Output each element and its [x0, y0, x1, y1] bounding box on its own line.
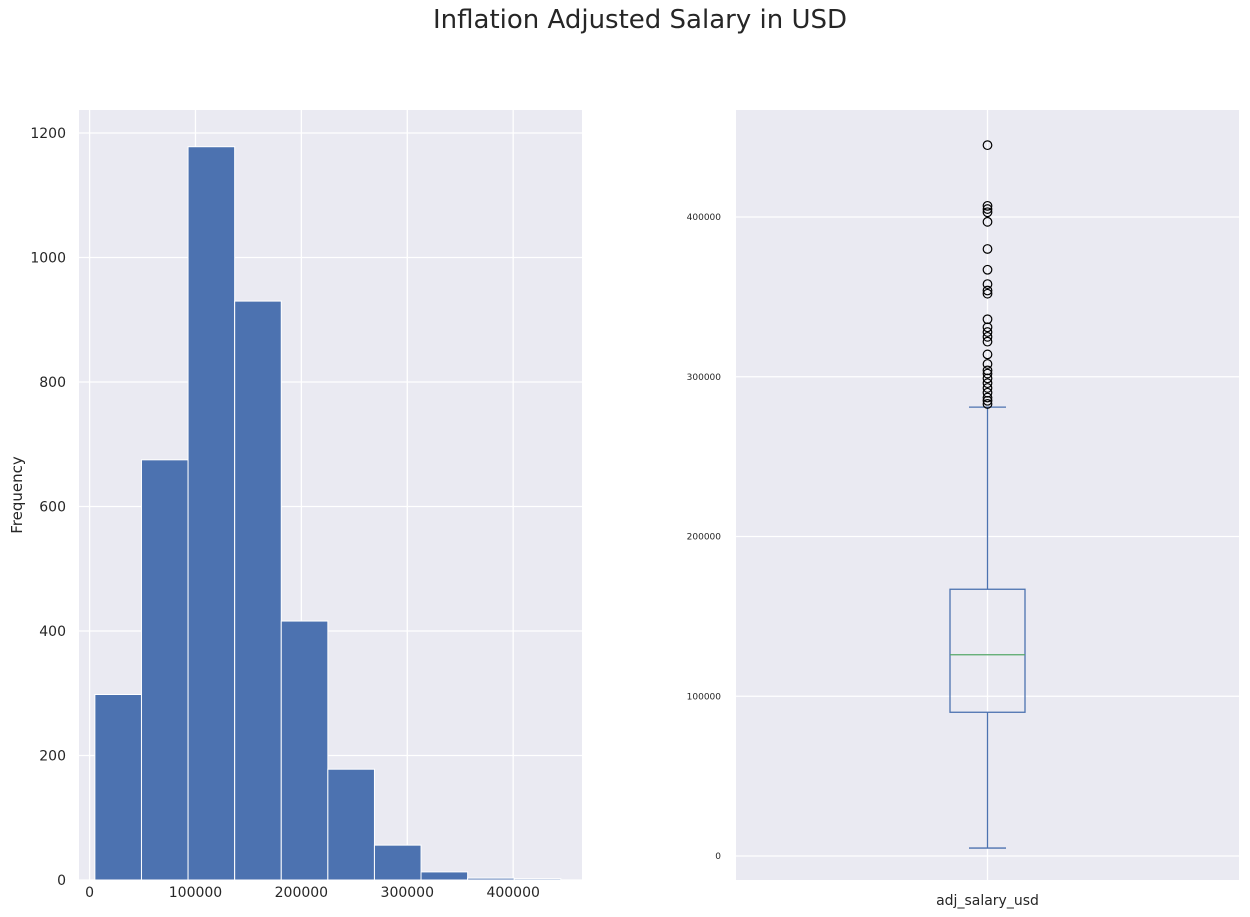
boxplot-outlier-point	[982, 327, 993, 337]
histogram-y-tick-label: 600	[39, 500, 66, 516]
histogram-bar	[420, 871, 469, 881]
boxplot-outlier-point	[982, 279, 993, 290]
boxplot-outlier-point	[982, 395, 993, 406]
boxplot-outlier-point	[982, 373, 993, 384]
boxplot-outlier-point	[982, 200, 993, 211]
boxplot-outlier-point	[982, 359, 993, 369]
histogram-axes: 0 100000 200000 300000 400000 0 200 400 600 800 10…	[8, 110, 582, 901]
histogram-bar	[373, 844, 422, 881]
boxplot-axes: 0 100000 200000 300000 400000 adj_salary_usd	[687, 110, 1239, 909]
boxplot-y-tick-label: 200000	[687, 533, 722, 543]
histogram-x-tick-label: 0	[85, 885, 94, 901]
histogram-y-tick-label: 400	[39, 624, 66, 640]
boxplot-y-tick-label: 300000	[687, 373, 722, 383]
histogram-y-tick-label: 800	[39, 375, 66, 391]
histogram-x-tick-label: 200000	[275, 885, 328, 901]
boxplot-outlier-point	[982, 264, 993, 275]
boxplot-outlier-point	[982, 349, 993, 360]
histogram-x-tick-label: 100000	[169, 885, 222, 901]
boxplot-outlier-point	[982, 399, 993, 409]
histogram-bar	[187, 146, 236, 881]
histogram-bar	[467, 877, 515, 881]
boxplot-outlier-point	[982, 285, 993, 296]
histogram-bar	[94, 694, 142, 881]
histogram-y-tick-label: 0	[57, 873, 66, 889]
boxplot-outlier-point	[982, 216, 993, 227]
boxplot-y-tick-label: 400000	[687, 213, 722, 223]
histogram-y-tick-label: 1200	[30, 126, 66, 142]
boxplot-outlier-point	[982, 207, 993, 218]
figure-title: Inflation Adjusted Salary in USD	[432, 5, 848, 35]
boxplot-outlier-point	[982, 392, 993, 403]
boxplot-y-tick-label: 100000	[687, 692, 722, 702]
histogram-x-tick-label: 300000	[381, 885, 434, 901]
boxplot-outlier-point	[982, 322, 993, 333]
histogram-y-tick-label: 200	[39, 749, 66, 765]
histogram-y-axis-label: Frequency	[8, 456, 26, 534]
boxplot-outlier-point	[982, 387, 993, 398]
boxplot-outlier-point	[982, 140, 993, 151]
boxplot-outlier-point	[982, 244, 993, 254]
boxplot-outlier-point	[982, 365, 993, 376]
histogram-bar	[280, 620, 329, 881]
boxplot-outlier-point	[982, 336, 993, 347]
boxplot-outlier-point	[982, 383, 993, 393]
histogram-bar	[140, 459, 189, 881]
histogram-bar	[327, 768, 375, 881]
boxplot-category-label: adj_salary_usd	[936, 893, 1039, 909]
boxplot-outlier-point	[982, 204, 993, 214]
boxplot-box	[949, 588, 1026, 713]
boxplot-outlier-point	[982, 368, 993, 379]
histogram-bar	[234, 300, 282, 881]
histogram-bar	[513, 878, 562, 881]
boxplot-outlier-point	[982, 378, 993, 389]
boxplot-outlier-point	[982, 331, 993, 342]
boxplot-y-tick-label: 0	[715, 852, 721, 862]
histogram-x-tick-label: 400000	[486, 885, 539, 901]
histogram-y-tick-label: 1000	[30, 251, 66, 267]
boxplot-outlier-point	[982, 314, 993, 325]
boxplot-outlier-point	[982, 288, 993, 299]
